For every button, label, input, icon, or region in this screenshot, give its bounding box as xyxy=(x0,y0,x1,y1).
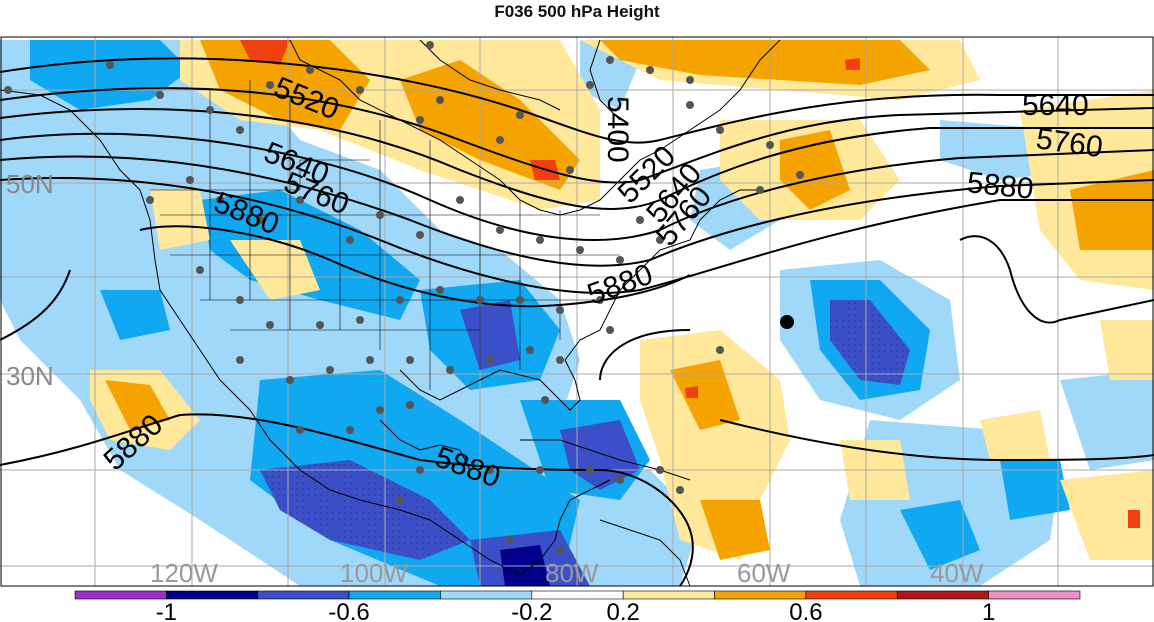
colorbar-swatch xyxy=(531,590,624,600)
coastlines xyxy=(0,39,781,586)
highlight-station-marker xyxy=(780,315,794,329)
colorbar-label: -0.6 xyxy=(328,599,369,622)
anomaly-shading xyxy=(0,40,1154,586)
colorbar-label: -0.2 xyxy=(511,599,552,622)
colorbar-label: 0.2 xyxy=(606,599,639,622)
colorbar-label: -1 xyxy=(156,599,177,622)
colorbar-swatch xyxy=(714,590,807,600)
colorbar-swatch xyxy=(988,590,1081,600)
lat-label-50n: 50N xyxy=(6,169,54,199)
contour-label-5880-atlantic: 5880 xyxy=(965,166,1035,206)
colorbar-swatch xyxy=(896,590,989,600)
chart-title: F036 500 hPa Height xyxy=(494,2,660,21)
colorbar-label: 1 xyxy=(982,599,995,622)
station-markers xyxy=(4,41,804,554)
contour-label-5640-atlantic: 5640 xyxy=(1022,89,1089,122)
colorbar: -1 -0.6 -0.2 0.2 0.6 1 xyxy=(74,590,1081,622)
colorbar-label: 0.6 xyxy=(789,599,822,622)
colorbar-swatch xyxy=(257,590,350,600)
height-contours xyxy=(0,57,1154,586)
lat-label-30n: 30N xyxy=(6,361,54,391)
lon-label-80w: 80W xyxy=(545,558,599,588)
colorbar-swatch xyxy=(805,590,898,600)
colorbar-swatch xyxy=(74,590,167,600)
colorbar-swatch xyxy=(166,590,259,600)
colorbar-swatch xyxy=(440,590,533,600)
contour-label-5400: 5400 xyxy=(601,96,634,163)
lon-label-60w: 60W xyxy=(737,558,791,588)
lon-label-40w: 40W xyxy=(930,558,984,588)
colorbar-swatch xyxy=(622,590,715,600)
colorbar-swatch xyxy=(348,590,441,600)
map-frame xyxy=(0,36,1154,587)
lon-label-120w: 120W xyxy=(150,558,218,588)
lon-label-100w: 100W xyxy=(340,558,408,588)
